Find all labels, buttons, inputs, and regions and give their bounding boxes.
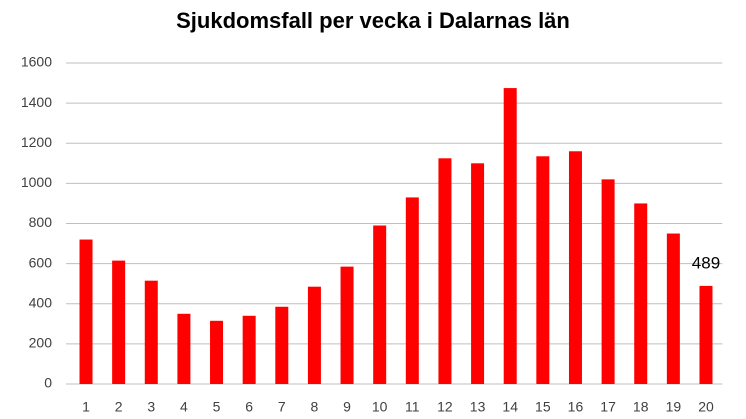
x-tick-label: 17 <box>600 399 616 415</box>
bar <box>373 225 387 384</box>
bar <box>438 158 452 384</box>
y-tick-label: 0 <box>44 375 52 391</box>
bar <box>275 306 289 384</box>
data-label: 489 <box>692 253 720 272</box>
y-tick-label: 600 <box>29 254 53 270</box>
x-tick-label: 19 <box>666 399 682 415</box>
x-tick-label: 3 <box>147 399 155 415</box>
x-tick-label: 1 <box>82 399 90 415</box>
x-tick-label: 10 <box>372 399 388 415</box>
y-tick-label: 400 <box>29 294 53 310</box>
x-tick-label: 20 <box>698 399 714 415</box>
y-tick-label: 200 <box>29 335 53 351</box>
chart-title: Sjukdomsfall per vecka i Dalarnas län <box>176 8 570 33</box>
x-tick-label: 7 <box>278 399 286 415</box>
bar <box>79 239 93 384</box>
y-tick-label: 1000 <box>21 174 52 190</box>
bar <box>471 163 485 384</box>
x-tick-label: 13 <box>470 399 486 415</box>
bar <box>601 179 615 384</box>
bar <box>340 266 354 384</box>
bar <box>144 280 158 384</box>
bar <box>405 197 419 384</box>
bar <box>699 285 713 384</box>
y-tick-label: 1400 <box>21 94 52 110</box>
y-tick-label: 1200 <box>21 134 52 150</box>
x-tick-label: 8 <box>311 399 319 415</box>
bar <box>666 233 680 384</box>
x-tick-label: 18 <box>633 399 649 415</box>
x-tick-label: 5 <box>213 399 221 415</box>
x-tick-label: 15 <box>535 399 551 415</box>
bar <box>536 156 550 384</box>
bar <box>177 313 191 384</box>
y-tick-label: 800 <box>29 214 53 230</box>
x-tick-label: 14 <box>502 399 518 415</box>
bar <box>307 286 321 384</box>
bar <box>210 320 224 384</box>
bar <box>112 260 126 384</box>
x-tick-label: 6 <box>245 399 253 415</box>
bar <box>634 203 648 384</box>
x-tick-label: 2 <box>115 399 123 415</box>
x-tick-label: 11 <box>405 399 420 415</box>
x-tick-label: 9 <box>343 399 351 415</box>
bar <box>503 88 517 384</box>
x-tick-label: 4 <box>180 399 188 415</box>
bar <box>568 151 582 384</box>
x-tick-label: 12 <box>437 399 453 415</box>
bar <box>242 315 256 384</box>
y-tick-label: 1600 <box>21 54 52 70</box>
x-tick-label: 16 <box>568 399 584 415</box>
